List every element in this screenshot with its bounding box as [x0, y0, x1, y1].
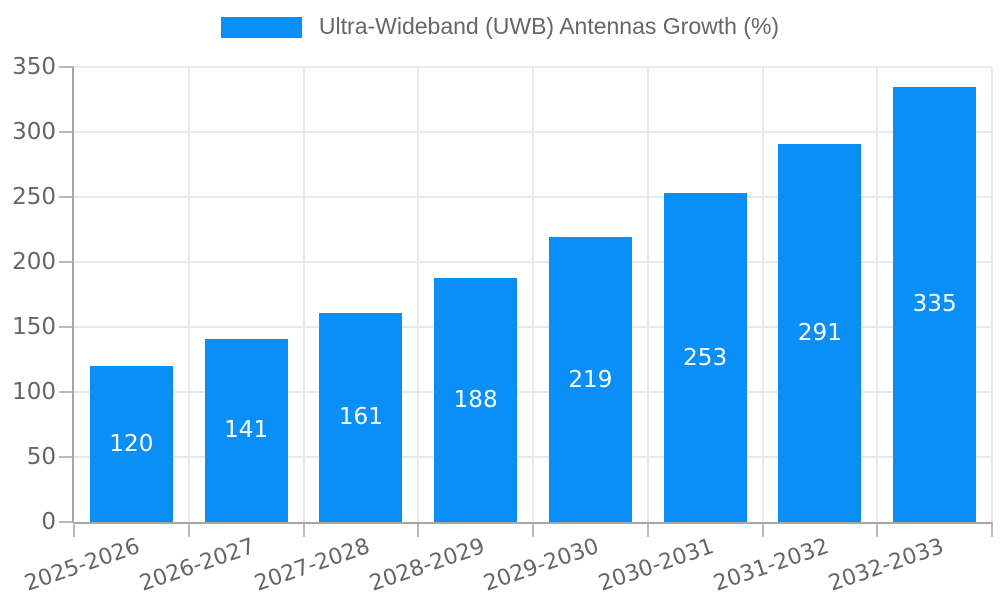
y-axis-tick: [59, 391, 74, 393]
bar[interactable]: [778, 143, 862, 522]
bar-value-label: 253: [683, 344, 728, 371]
y-axis-tick: [59, 326, 74, 328]
gridline-vertical: [187, 67, 190, 522]
gridline-vertical: [761, 67, 764, 522]
x-axis-tick: [532, 522, 534, 537]
bar-value-label: 188: [453, 386, 498, 413]
y-axis-tick: [59, 521, 74, 523]
legend-swatch: [220, 16, 302, 38]
x-axis-tick: [646, 522, 649, 537]
y-axis-tick-label: 0: [41, 509, 56, 535]
bar[interactable]: [204, 338, 288, 522]
x-axis-tick-label: 2031-2032: [710, 534, 833, 597]
legend-item[interactable]: Ultra-Wideband (UWB) Antennas Growth (%): [0, 0, 1000, 54]
y-axis-tick-label: 150: [12, 314, 56, 340]
y-axis-tick-label: 50: [26, 444, 56, 470]
y-axis-tick: [59, 196, 74, 198]
bar-value-label: 335: [912, 291, 957, 318]
y-axis-tick: [59, 66, 74, 68]
bar[interactable]: [434, 277, 518, 522]
x-axis-line: [74, 522, 992, 524]
y-axis-tick: [59, 261, 74, 263]
legend-label: Ultra-Wideband (UWB) Antennas Growth (%): [318, 13, 780, 40]
x-axis-tick-label: 2029-2030: [480, 534, 603, 597]
gridline-vertical: [991, 67, 993, 522]
y-axis-line: [72, 67, 74, 522]
y-axis-tick: [59, 456, 74, 458]
x-axis-tick: [302, 522, 305, 537]
x-axis-tick-label: 2025-2026: [21, 534, 144, 597]
bar[interactable]: [663, 193, 747, 522]
bar[interactable]: [893, 86, 977, 522]
x-axis-tick-label: 2032-2033: [825, 534, 947, 597]
gridline-vertical: [532, 67, 534, 522]
bar-value-label: 120: [109, 431, 154, 457]
x-axis-tick-label: 2027-2028: [251, 534, 374, 597]
bar-value-label: 161: [338, 404, 383, 431]
bar[interactable]: [548, 237, 632, 522]
x-axis-tick: [73, 522, 75, 537]
x-axis-tick-label: 2026-2027: [136, 534, 259, 597]
bar[interactable]: [89, 366, 173, 522]
gridline-vertical: [417, 67, 420, 522]
gridline-vertical: [876, 67, 879, 522]
bar-value-label: 291: [797, 319, 842, 346]
x-axis-tick: [417, 522, 420, 537]
x-axis-tick: [991, 522, 993, 537]
gridline-vertical: [302, 67, 305, 522]
y-axis-tick-label: 300: [12, 119, 56, 145]
y-axis-tick-label: 200: [12, 249, 56, 275]
y-axis-tick-label: 250: [12, 184, 56, 210]
bar-value-label: 141: [224, 417, 269, 444]
bar[interactable]: [319, 312, 403, 522]
y-axis-tick: [59, 131, 74, 133]
x-axis-tick: [187, 522, 190, 537]
gridline-vertical: [646, 67, 649, 522]
bar-value-label: 219: [568, 366, 613, 393]
x-axis-tick-label: 2030-2031: [595, 534, 718, 597]
x-axis-tick: [761, 522, 764, 537]
y-axis-tick-label: 100: [12, 379, 56, 405]
y-axis-tick-label: 350: [12, 54, 56, 80]
x-axis-tick-label: 2028-2029: [366, 534, 488, 597]
x-axis-tick: [876, 522, 879, 537]
